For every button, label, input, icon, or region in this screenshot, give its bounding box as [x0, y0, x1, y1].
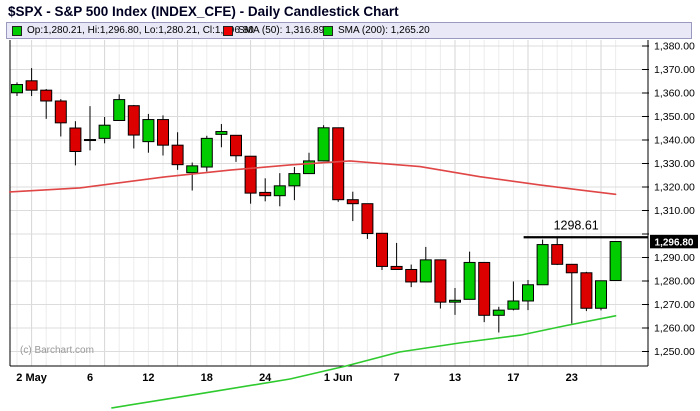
watermark: (c) Barchart.com — [20, 345, 94, 356]
y-axis-label: 1,290.00 — [654, 252, 695, 264]
resistance-annotation: 1298.61 — [523, 218, 648, 239]
candle-body — [522, 284, 534, 302]
candle-body — [346, 199, 359, 205]
candle-body — [463, 261, 476, 300]
ohlc-swatch-icon — [12, 25, 22, 36]
candle-body — [317, 127, 330, 162]
candle-body — [98, 124, 111, 139]
candle-body — [507, 300, 520, 310]
candle-body — [69, 127, 82, 153]
legend-sma50-label: SMA (50): 1,316.89 — [238, 25, 325, 36]
legend-bar: Op:1,280.21, Hi:1,296.80, Lo:1,280.21, C… — [6, 22, 692, 39]
candle-body — [551, 244, 564, 265]
x-axis-label: 2 May — [16, 372, 47, 384]
candle-body — [25, 80, 38, 91]
y-axis-label: 1,360.00 — [654, 88, 695, 100]
candle-body — [200, 137, 213, 168]
candle-body — [536, 244, 549, 286]
y-axis-label: 1,270.00 — [654, 299, 695, 311]
sma50-line — [8, 160, 617, 196]
candle-body — [40, 89, 53, 102]
candle-body — [11, 84, 23, 94]
candle-body — [54, 100, 67, 124]
y-axis-label: 1,380.00 — [654, 41, 695, 53]
legend-entry-sma200: SMA (200): 1,265.20 — [323, 24, 430, 37]
sma50-swatch-icon — [223, 25, 233, 36]
candle-body — [390, 265, 403, 270]
gridlines — [10, 40, 648, 366]
legend-entry-ohlc: Op:1,280.21, Hi:1,296.80, Lo:1,280.21, C… — [12, 24, 254, 37]
candle-body — [215, 131, 228, 135]
plot-border — [9, 40, 649, 367]
candle-body — [492, 309, 505, 316]
candles — [11, 68, 622, 333]
candle-body — [244, 155, 257, 194]
y-axis-label: 1,260.00 — [654, 323, 695, 335]
candle-body — [288, 173, 301, 187]
x-axis-label: 7 — [394, 372, 400, 384]
candle-body — [186, 165, 199, 174]
x-axis-label: 1 Jun — [324, 372, 353, 384]
legend-ohlc-label: Op:1,280.21, Hi:1,296.80, Lo:1,280.21, C… — [27, 25, 254, 36]
candle-body — [595, 280, 607, 309]
candle-body — [127, 105, 140, 136]
x-axis-labels: 2 May 6 12 18 24 1 Jun 7 13 17 23 — [16, 372, 578, 384]
candle-body — [419, 259, 432, 283]
candle-body — [259, 191, 272, 197]
y-axis-labels: 1,380.00 1,370.00 1,360.00 1,350.00 1,340.00… — [654, 41, 695, 359]
current-price-label: 1,296.80 — [655, 237, 694, 248]
y-axis-label: 1,340.00 — [654, 135, 695, 147]
candle-body — [303, 160, 315, 175]
candle-body — [376, 232, 388, 267]
x-axis-label: 17 — [507, 372, 519, 384]
y-axis-label: 1,370.00 — [654, 64, 695, 76]
candle-body — [142, 119, 155, 143]
x-axis-label: 18 — [201, 372, 213, 384]
candle-body — [449, 299, 461, 303]
candle-body — [361, 203, 374, 235]
candle-body — [565, 263, 578, 274]
candle-body — [405, 268, 418, 283]
x-axis-label: 6 — [87, 372, 93, 384]
legend-entry-sma50: SMA (50): 1,316.89 — [223, 24, 324, 37]
sma200-line — [111, 315, 617, 409]
chart-title: $SPX - S&P 500 Index (INDEX_CFE) - Daily… — [8, 4, 399, 19]
legend-sma200-label: SMA (200): 1,265.20 — [338, 25, 430, 36]
sma200-swatch-icon — [323, 25, 333, 36]
candle-body — [113, 99, 126, 121]
candle-body — [478, 261, 491, 316]
candle-body — [157, 119, 169, 146]
candle-body — [230, 134, 242, 157]
candle-body — [273, 185, 286, 197]
x-axis-label: 24 — [259, 372, 272, 384]
x-axis-label: 13 — [449, 372, 461, 384]
current-price-tag: 1,296.80 — [650, 234, 698, 249]
y-axis-label: 1,350.00 — [654, 111, 695, 123]
candle-body — [84, 139, 96, 142]
y-axis-label: 1,310.00 — [654, 205, 695, 217]
x-axis-label: 12 — [142, 372, 154, 384]
candle-body — [609, 241, 622, 282]
y-axis-label: 1,330.00 — [654, 158, 695, 170]
y-axis-label: 1,250.00 — [654, 346, 695, 358]
candle-body — [171, 144, 184, 166]
x-axis-label: 23 — [566, 372, 578, 384]
candle-body — [580, 272, 593, 309]
resistance-label: 1298.61 — [554, 218, 599, 232]
y-axis-label: 1,320.00 — [654, 182, 695, 194]
candle-body — [332, 127, 345, 201]
candle-body — [434, 259, 447, 303]
y-axis-label: 1,280.00 — [654, 276, 695, 288]
